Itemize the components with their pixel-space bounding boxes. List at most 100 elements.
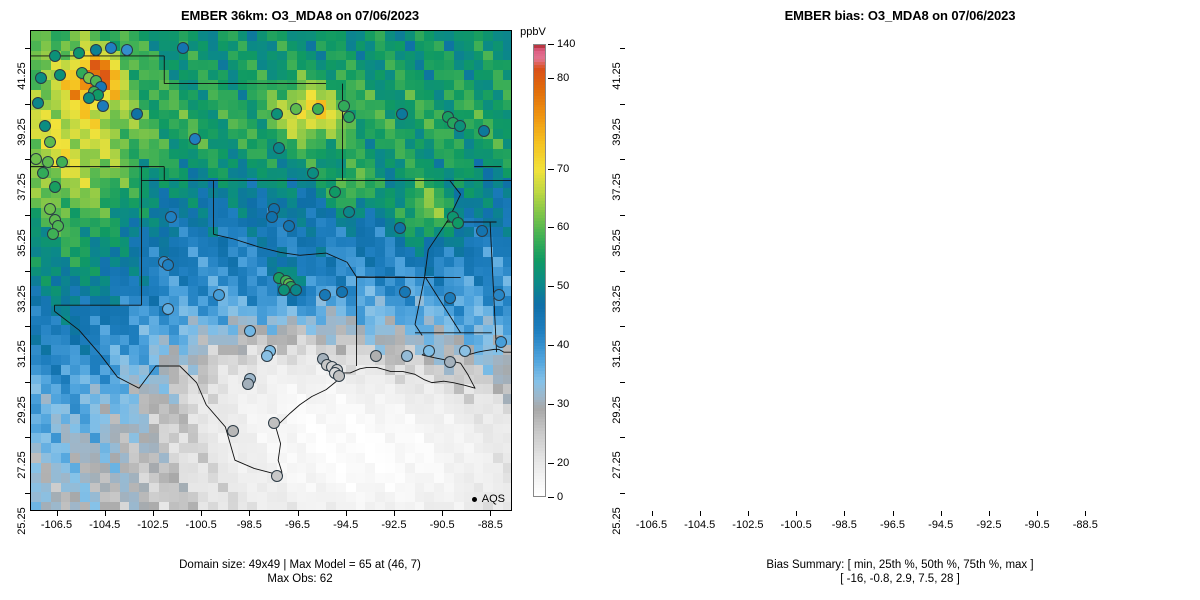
aqs-station-marker[interactable] xyxy=(270,108,283,121)
raster-cell xyxy=(375,305,386,317)
raster-cell xyxy=(60,148,71,160)
x-axis-tick xyxy=(1085,511,1087,516)
aqs-station-marker[interactable] xyxy=(44,136,57,149)
aqs-station-marker[interactable] xyxy=(41,155,54,168)
aqs-station-marker[interactable] xyxy=(444,291,457,304)
raster-cell xyxy=(99,433,111,444)
raster-cell xyxy=(217,394,229,405)
aqs-station-marker[interactable] xyxy=(212,289,225,302)
aqs-station-marker[interactable] xyxy=(290,283,303,296)
raster-cell xyxy=(473,50,485,62)
aqs-station-marker[interactable] xyxy=(39,119,52,132)
raster-cell xyxy=(109,482,121,493)
raster-cell xyxy=(473,364,485,376)
raster-cell xyxy=(473,325,485,336)
aqs-station-marker[interactable] xyxy=(73,47,86,60)
aqs-station-marker[interactable] xyxy=(90,44,103,57)
aqs-station-marker[interactable] xyxy=(458,344,471,357)
aqs-station-marker[interactable] xyxy=(188,133,201,146)
colorbar-segment xyxy=(534,117,545,122)
aqs-station-marker[interactable] xyxy=(369,350,382,363)
raster-cell xyxy=(188,109,199,120)
raster-cell xyxy=(355,462,367,474)
aqs-station-marker[interactable] xyxy=(37,166,50,179)
raster-cell xyxy=(483,453,494,464)
aqs-station-marker[interactable] xyxy=(164,211,177,224)
aqs-station-marker[interactable] xyxy=(422,344,435,357)
aqs-station-marker[interactable] xyxy=(396,108,409,121)
aqs-station-marker[interactable] xyxy=(97,100,110,113)
raster-cell xyxy=(296,502,307,510)
aqs-station-marker[interactable] xyxy=(306,166,319,179)
aqs-station-marker[interactable] xyxy=(31,152,42,165)
raster-cell xyxy=(414,266,426,277)
aqs-station-marker[interactable] xyxy=(268,417,281,430)
aqs-station-marker[interactable] xyxy=(290,102,303,115)
aqs-station-markers-model[interactable] xyxy=(31,31,511,510)
aqs-station-marker[interactable] xyxy=(53,69,66,82)
raster-cell xyxy=(129,394,140,405)
aqs-station-marker[interactable] xyxy=(492,289,505,302)
aqs-station-marker[interactable] xyxy=(393,222,406,235)
aqs-station-marker[interactable] xyxy=(273,141,286,154)
aqs-station-marker[interactable] xyxy=(343,111,356,124)
aqs-station-marker[interactable] xyxy=(400,350,413,363)
raster-cell xyxy=(463,50,475,62)
raster-cell xyxy=(385,325,396,336)
aqs-station-marker[interactable] xyxy=(176,41,189,54)
raster-cell xyxy=(316,237,327,248)
aqs-station-marker[interactable] xyxy=(241,378,254,391)
raster-cell xyxy=(119,502,130,510)
aqs-station-marker[interactable] xyxy=(328,186,341,199)
aqs-station-marker[interactable] xyxy=(444,355,457,368)
raster-cell xyxy=(129,99,140,111)
x-axis-label: -102.5 xyxy=(137,519,169,531)
aqs-station-marker[interactable] xyxy=(319,289,332,302)
aqs-station-marker[interactable] xyxy=(478,125,491,138)
aqs-station-marker[interactable] xyxy=(494,336,507,349)
aqs-station-marker[interactable] xyxy=(131,108,144,121)
aqs-station-marker[interactable] xyxy=(475,225,488,238)
aqs-station-marker[interactable] xyxy=(49,180,62,193)
aqs-station-marker[interactable] xyxy=(270,469,283,482)
aqs-station-marker[interactable] xyxy=(162,303,175,316)
aqs-station-marker[interactable] xyxy=(261,350,274,363)
raster-cell xyxy=(326,443,337,454)
raster-cell xyxy=(316,364,327,376)
colorbar-segment xyxy=(534,165,545,170)
aqs-station-marker[interactable] xyxy=(227,425,240,438)
aqs-station-marker[interactable] xyxy=(333,369,346,382)
raster-cell xyxy=(129,433,140,444)
aqs-station-marker[interactable] xyxy=(104,41,117,54)
aqs-station-marker[interactable] xyxy=(32,97,45,110)
aqs-station-marker[interactable] xyxy=(282,219,295,232)
aqs-station-marker[interactable] xyxy=(162,258,175,271)
aqs-station-marker[interactable] xyxy=(343,205,356,218)
raster-cell xyxy=(355,423,367,435)
aqs-station-marker[interactable] xyxy=(398,286,411,299)
raster-cell xyxy=(345,404,357,415)
aqs-station-marker[interactable] xyxy=(335,286,348,299)
raster-cell xyxy=(237,354,248,366)
raster-cell xyxy=(60,119,71,130)
raster-cell xyxy=(503,354,511,366)
aqs-station-marker[interactable] xyxy=(34,72,47,85)
aqs-station-marker[interactable] xyxy=(278,283,291,296)
raster-cell xyxy=(237,276,248,287)
aqs-station-marker[interactable] xyxy=(49,50,62,63)
map-plot-model[interactable]: AQS xyxy=(30,30,512,511)
aqs-station-marker[interactable] xyxy=(266,211,278,224)
aqs-station-marker[interactable] xyxy=(46,227,59,240)
raster-cell xyxy=(326,89,337,101)
raster-cell xyxy=(80,129,91,140)
aqs-station-marker[interactable] xyxy=(451,216,464,229)
aqs-station-marker[interactable] xyxy=(56,155,69,168)
aqs-station-marker[interactable] xyxy=(453,119,466,132)
aqs-station-marker[interactable] xyxy=(311,102,324,115)
aqs-station-marker[interactable] xyxy=(82,91,95,104)
aqs-station-marker[interactable] xyxy=(121,44,134,57)
raster-cell xyxy=(149,433,160,444)
raster-cell xyxy=(31,384,42,395)
aqs-station-marker[interactable] xyxy=(244,325,257,338)
colorbar-segment xyxy=(534,491,545,496)
